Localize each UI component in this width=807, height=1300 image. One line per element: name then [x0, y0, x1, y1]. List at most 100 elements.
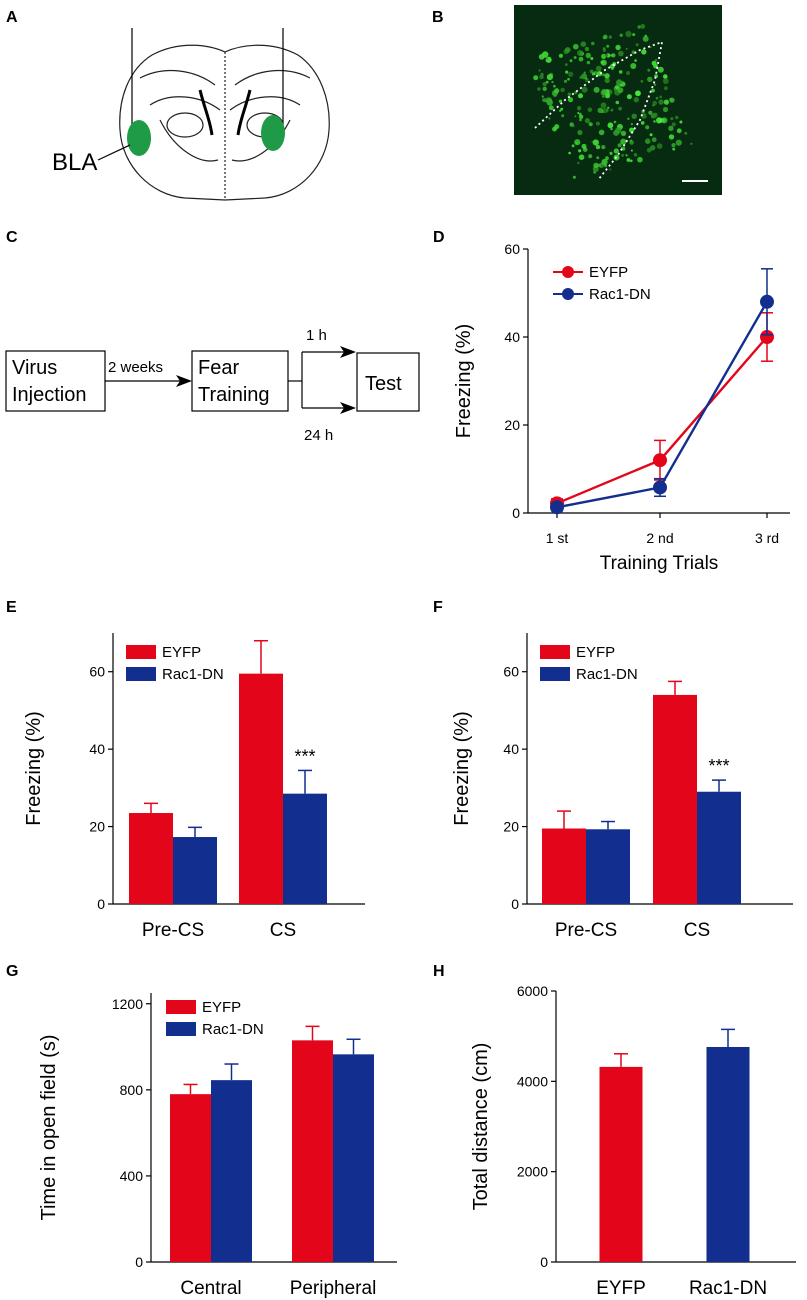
bar	[239, 673, 283, 904]
data-point	[760, 330, 774, 344]
test-box	[356, 352, 420, 412]
fluorescent-cell	[663, 74, 668, 79]
fluorescent-cell	[597, 107, 604, 114]
fluorescent-cell	[605, 53, 608, 57]
fluorescent-cell	[641, 49, 647, 55]
y-axis-label: Freezing (%)	[453, 324, 475, 438]
legend-swatch	[540, 645, 570, 659]
virus-injection-line2: Injection	[12, 384, 87, 406]
internal-structure	[159, 119, 291, 162]
fluorescent-cell	[585, 52, 591, 59]
fluorescent-cell	[584, 118, 591, 124]
series-line	[556, 301, 769, 509]
data-point	[653, 480, 667, 495]
fluorescent-cell	[620, 130, 627, 137]
bar	[586, 829, 630, 904]
fluorescent-cell	[579, 76, 583, 79]
fluorescent-cell	[574, 115, 577, 118]
y-tick-label: 40	[504, 329, 520, 345]
fluorescent-cell	[554, 88, 560, 94]
panel-label-e: E	[6, 599, 17, 616]
fluorescent-cell	[546, 57, 549, 60]
fluorescent-cell	[610, 54, 614, 57]
fluorescent-cell	[546, 74, 554, 81]
fear-training-line2: Training	[198, 384, 270, 406]
panel-label-f: F	[433, 599, 443, 616]
legend-swatch	[540, 667, 570, 681]
fluorescent-cell	[577, 161, 580, 165]
hippocampus-left	[166, 112, 204, 138]
brain-section-diagram	[119, 28, 330, 201]
legend-marker	[562, 266, 574, 278]
bar	[599, 1066, 643, 1262]
fluorescent-cell	[647, 76, 653, 83]
bar	[283, 793, 327, 904]
fluorescent-cell	[618, 50, 624, 57]
fluorescent-cell	[659, 95, 663, 99]
bar	[170, 1094, 211, 1262]
legend-label: Rac1-DN	[576, 666, 638, 683]
y-tick-label: 0	[135, 1254, 143, 1270]
fluorescent-cell	[569, 59, 573, 63]
fluorescent-cell	[684, 131, 688, 135]
y-tick-label: 0	[511, 896, 519, 912]
bar	[129, 813, 173, 904]
fluorescent-cell	[583, 71, 586, 74]
fluorescent-cell	[578, 154, 585, 160]
bar	[173, 837, 217, 904]
fluorescent-cell	[629, 140, 634, 145]
fluorescent-cell	[545, 97, 552, 104]
fluorescent-cell	[672, 147, 676, 151]
fluorescent-cell	[572, 175, 576, 179]
data-point	[653, 453, 667, 468]
fluorescent-cell	[646, 147, 652, 153]
fluorescent-cell	[602, 107, 609, 114]
fluorescent-cell	[601, 145, 606, 150]
fluorescent-cell	[613, 148, 619, 154]
fluorescent-cell	[572, 125, 575, 128]
data-point	[550, 500, 564, 515]
legend-swatch	[166, 1000, 196, 1014]
fluorescent-cell	[605, 156, 609, 161]
fluorescent-cell	[675, 139, 682, 146]
bar	[542, 828, 586, 904]
fluorescent-cell	[581, 143, 587, 149]
fluorescent-cell	[679, 120, 683, 124]
y-tick-label: 60	[89, 664, 105, 680]
fluorescent-cell	[615, 44, 621, 51]
fluorescent-cell	[607, 122, 614, 129]
fluorescent-cell	[608, 35, 612, 39]
fluorescent-cell	[616, 79, 623, 86]
fluorescent-cell	[571, 144, 575, 148]
fluorescent-cell	[642, 35, 649, 42]
fluorescent-cells	[533, 24, 693, 179]
fluorescent-cell	[579, 118, 582, 122]
fluorescent-cell	[589, 69, 594, 74]
bar	[292, 1040, 333, 1262]
corpus-callosum	[149, 96, 301, 111]
fluorescent-cell	[640, 121, 645, 125]
fluorescent-cell	[630, 159, 633, 163]
fluorescent-cell	[631, 50, 636, 55]
fluorescent-cell	[545, 80, 549, 84]
x-category-label: Pre-CS	[142, 920, 204, 941]
fluorescent-cell	[619, 33, 623, 37]
fluorescent-cell	[610, 108, 614, 112]
arrow-head-1h	[340, 346, 356, 358]
fluorescent-cell	[671, 143, 676, 148]
fluorescent-cell	[633, 97, 639, 103]
fluorescent-cell	[629, 127, 635, 133]
chart-f-freezing-24h: 0 20 40 60 Freezing (%) Pre-CS CS *** EYFP Rac1-D…	[451, 633, 793, 941]
fluorescent-cell	[670, 117, 674, 121]
fluorescent-cell	[619, 84, 623, 87]
legend-label: EYFP	[202, 999, 241, 1016]
x-axis-label: Training Trials	[600, 553, 719, 574]
panel-label-d: D	[433, 229, 445, 246]
fluorescent-cell	[652, 112, 658, 118]
y-tick-label: 2000	[517, 1164, 548, 1180]
fluorescent-cell	[657, 66, 664, 73]
fluorescent-cell	[675, 115, 679, 120]
fluorescent-cell	[651, 88, 655, 93]
x-category-label: CS	[270, 920, 296, 941]
